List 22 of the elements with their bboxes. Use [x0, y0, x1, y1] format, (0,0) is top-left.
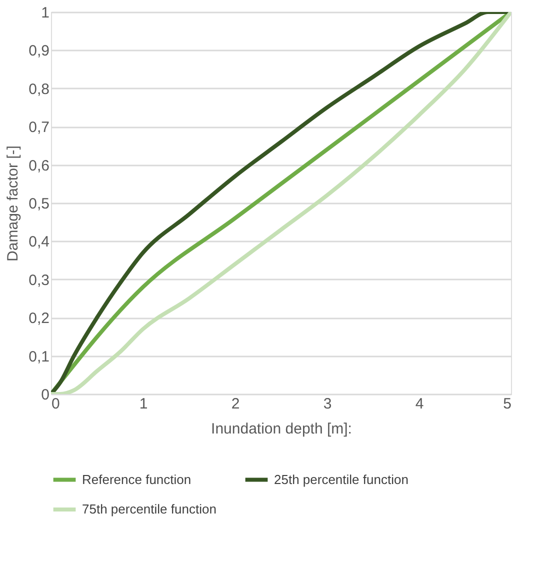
y-tick-label: 0,1 [28, 348, 50, 366]
x-tick-label: 3 [323, 396, 332, 412]
x-tick-label: 5 [503, 396, 512, 412]
y-tick-label: 0,9 [28, 42, 50, 60]
x-axis-title: Inundation depth [m]: [211, 420, 352, 438]
line-series [51, 12, 511, 394]
y-tick-label: 0,7 [28, 119, 50, 136]
y-tick-label: 0,3 [28, 272, 50, 289]
x-tick-label: 1 [139, 396, 148, 412]
y-axis-title: Damage factor [-] [4, 146, 22, 262]
x-tick-label: 4 [415, 396, 424, 412]
y-tick-label: 0,6 [28, 157, 50, 174]
legend-label: Reference function [82, 472, 192, 487]
y-tick-label: 1 [41, 4, 50, 22]
y-tick-label: 0,4 [28, 234, 50, 251]
y-tick-label: 0,2 [28, 310, 50, 328]
legend-label: 75th percentile function [82, 502, 216, 516]
x-tick-label: 2 [231, 396, 240, 412]
y-tick-label: 0,8 [28, 80, 50, 98]
x-tick-label: 0 [52, 396, 60, 412]
legend-label: 25th percentile function [274, 472, 408, 487]
y-tick-label: 0,5 [28, 196, 50, 212]
